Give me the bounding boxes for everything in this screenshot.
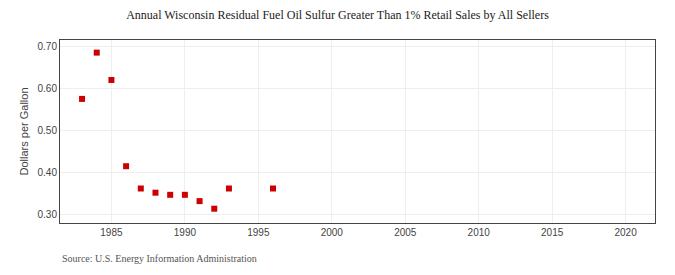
svg-text:2005: 2005	[394, 227, 417, 238]
svg-text:Dollars per Gallon: Dollars per Gallon	[18, 87, 30, 175]
svg-text:0.30: 0.30	[38, 209, 58, 220]
svg-text:0.50: 0.50	[38, 125, 58, 136]
svg-text:2010: 2010	[468, 227, 491, 238]
svg-text:Annual Wisconsin Residual Fuel: Annual Wisconsin Residual Fuel Oil Sulfu…	[126, 8, 549, 22]
svg-text:1990: 1990	[174, 227, 197, 238]
svg-text:0.70: 0.70	[38, 41, 58, 52]
svg-text:2000: 2000	[321, 227, 344, 238]
svg-text:0.40: 0.40	[38, 167, 58, 178]
svg-text:2020: 2020	[614, 227, 637, 238]
svg-text:1985: 1985	[100, 227, 123, 238]
svg-text:0.60: 0.60	[38, 83, 58, 94]
svg-text:2015: 2015	[541, 227, 564, 238]
svg-text:1995: 1995	[247, 227, 270, 238]
svg-text:Source: U.S. Energy Informatio: Source: U.S. Energy Information Administ…	[62, 253, 257, 264]
